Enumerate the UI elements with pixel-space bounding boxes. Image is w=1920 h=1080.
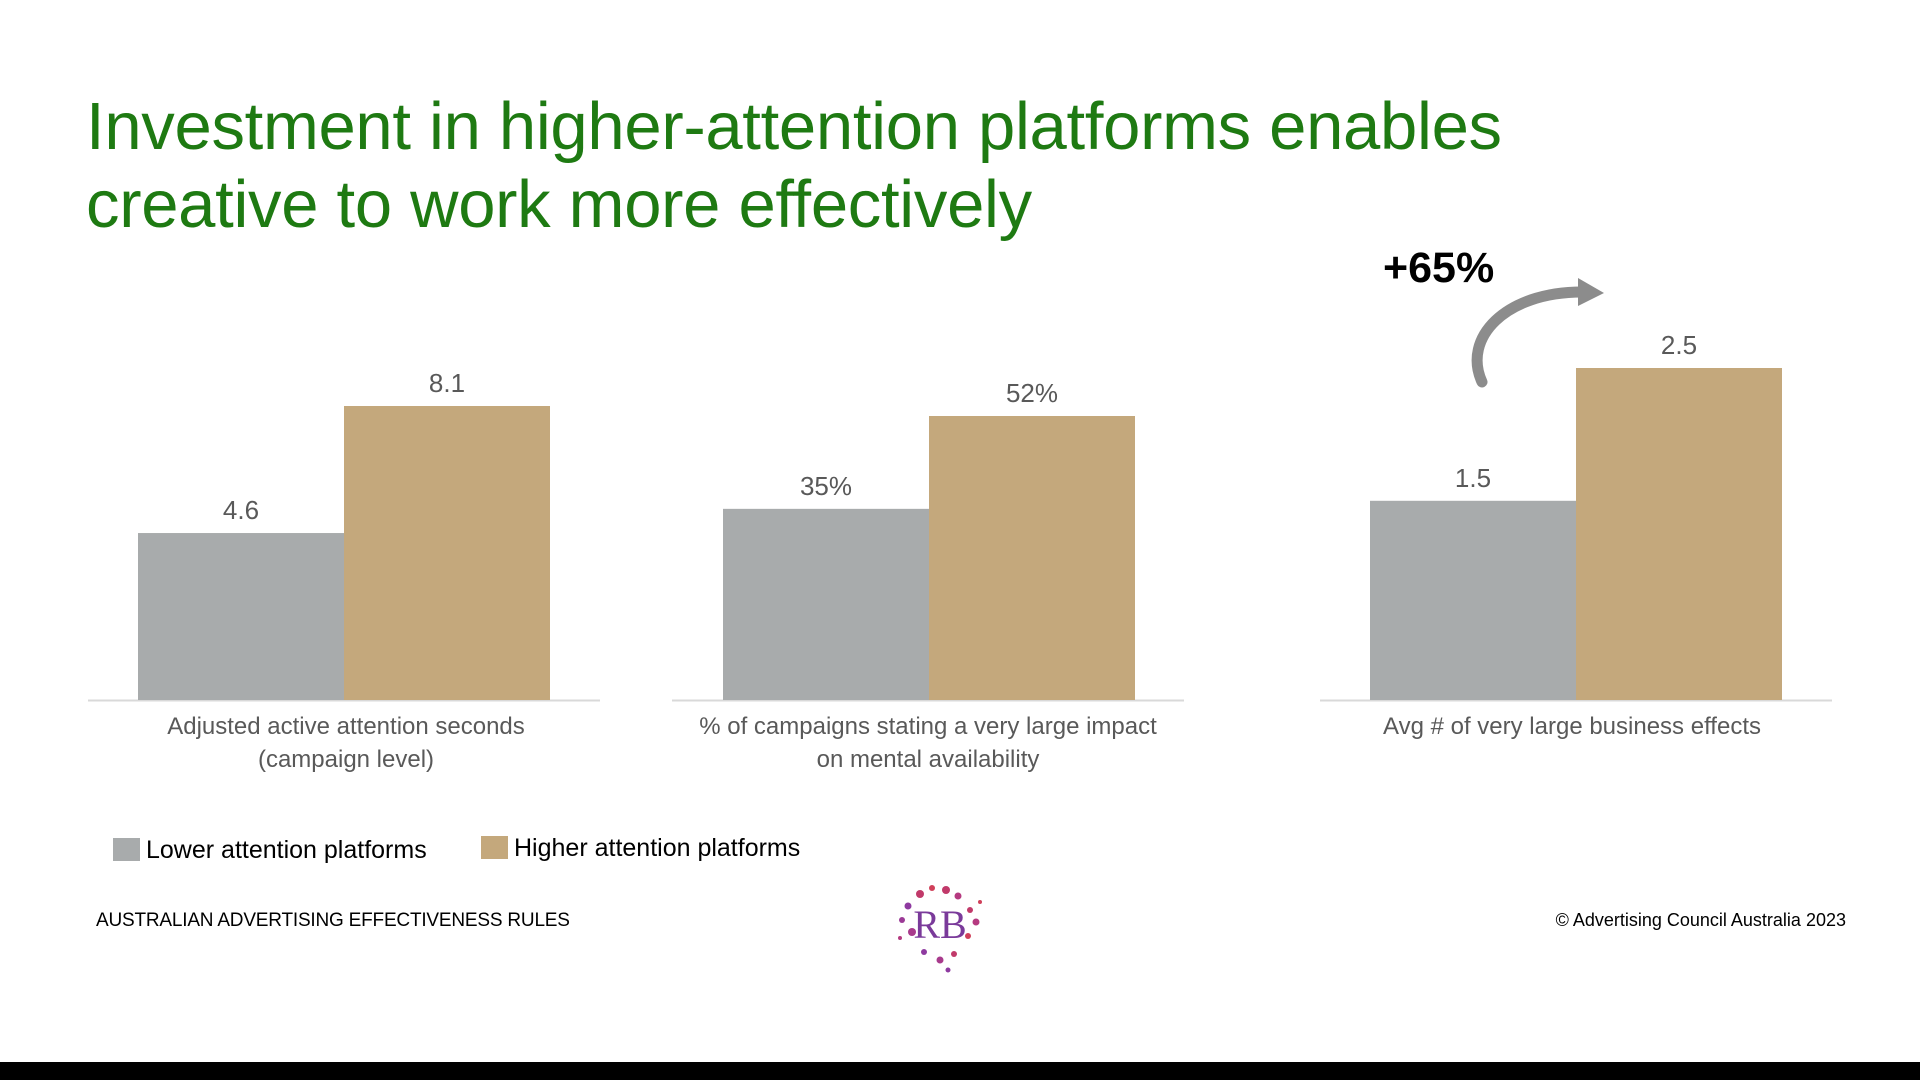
- data-label-higher-mental-availability: 52%: [1006, 378, 1058, 408]
- bar-lower-attention: [138, 533, 344, 700]
- footer-brand-text: AUSTRALIAN ADVERTISING EFFECTIVENESS RUL…: [96, 910, 570, 931]
- growth-arrow-curve: [1471, 286, 1588, 388]
- category-label-line: Avg # of very large business effects: [1383, 713, 1761, 740]
- data-label-higher-business-effects: 2.5: [1661, 330, 1697, 360]
- legend-item-higher: Higher attention platforms: [481, 834, 800, 863]
- category-label-mental-availability: % of campaigns stating a very large impa…: [668, 710, 1188, 776]
- category-label-line: (campaign level): [257, 746, 435, 773]
- growth-arrow-head: [1578, 278, 1604, 306]
- legend-swatch-higher: [481, 836, 508, 859]
- bar-higher-mental-availability: [929, 416, 1135, 700]
- legend-label-higher: Higher attention platforms: [514, 834, 801, 862]
- legend-swatch-lower: [113, 838, 140, 861]
- footer-copyright: © Advertising Council Australia 2023: [1555, 910, 1846, 930]
- bar-lower-business-effects: [1370, 500, 1576, 700]
- logo-lettering: RB: [913, 902, 966, 947]
- bar-lower-mental-availability: [723, 508, 929, 700]
- growth-annotation: +65%: [1383, 244, 1495, 292]
- title-line-2: creative to work more effectively: [86, 167, 1032, 242]
- data-label-higher-attention: 8.1: [429, 368, 465, 398]
- category-label-business-effects: Avg # of very large business effects: [1312, 710, 1832, 743]
- category-label-line: % of campaigns stating a very large impa…: [699, 713, 1157, 740]
- category-label-attention: Adjusted active attention seconds (campa…: [86, 710, 606, 776]
- data-label-lower-mental-availability: 35%: [800, 471, 852, 501]
- title-line-1: Investment in higher-attention platforms…: [86, 89, 1502, 164]
- category-label-line: on mental availability: [816, 746, 1040, 773]
- data-label-lower-business-effects: 1.5: [1455, 463, 1491, 493]
- legend-label-lower: Lower attention platforms: [146, 836, 427, 864]
- bottom-black-bar: [0, 1062, 1920, 1080]
- bar-higher-business-effects: [1576, 368, 1782, 700]
- data-label-lower-attention: 4.6: [223, 495, 259, 525]
- bar-higher-attention: [344, 406, 550, 700]
- rules-logo: RB: [898, 885, 982, 973]
- legend-item-lower: Lower attention platforms: [113, 836, 427, 865]
- slide-title: Investment in higher-attention platforms…: [86, 88, 1786, 244]
- category-label-line: Adjusted active attention seconds: [167, 713, 525, 740]
